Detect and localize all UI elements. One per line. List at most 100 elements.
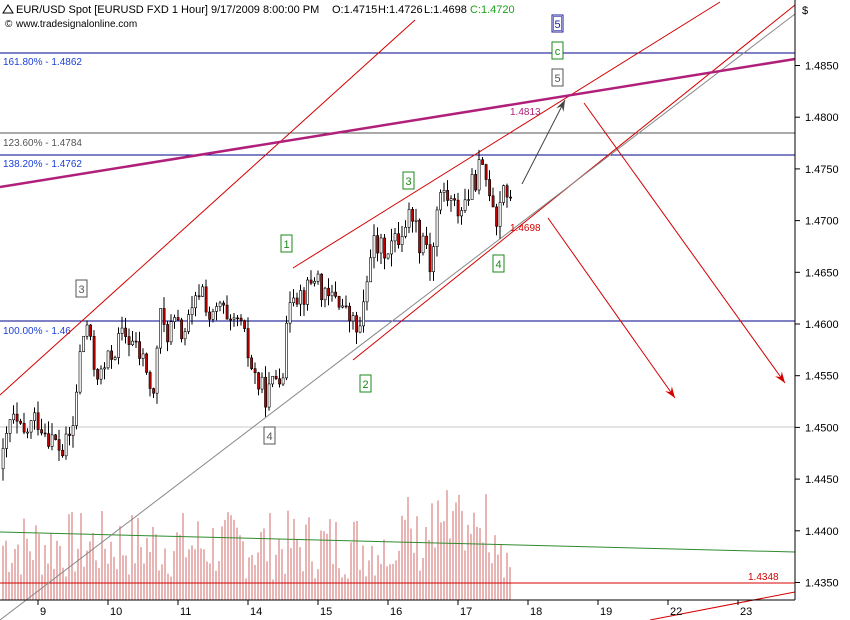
volume-bar — [50, 532, 52, 600]
volume-bar — [434, 547, 436, 600]
volume-bar — [116, 569, 118, 600]
volume-bar — [284, 573, 286, 600]
volume-bar — [32, 560, 34, 600]
volume-bar — [404, 519, 406, 600]
candle-body — [390, 240, 394, 255]
volume-bar — [368, 560, 370, 600]
volume-bar — [164, 548, 166, 600]
volume-bar — [317, 569, 319, 600]
wave-label-box — [280, 234, 293, 253]
candle-body — [418, 219, 422, 254]
candle-body — [145, 353, 149, 373]
volume-bar — [128, 574, 130, 600]
volume-bar — [110, 541, 112, 600]
wave-label-text: c — [555, 46, 561, 58]
volume-bar — [290, 548, 292, 600]
volume-bar — [431, 503, 433, 600]
candle-body — [456, 199, 460, 217]
volume-bar — [137, 518, 139, 600]
volume-bar — [479, 528, 481, 600]
candle-body — [166, 324, 170, 343]
volume-bar — [185, 557, 187, 600]
candle-body — [1, 448, 5, 470]
candle-body — [372, 235, 376, 259]
candle-body — [169, 321, 173, 343]
volume-bar — [17, 544, 19, 600]
candle-body — [239, 317, 243, 321]
volume-bar — [500, 543, 502, 600]
candles — [1, 149, 513, 481]
gray-up-arrow-head — [556, 100, 565, 112]
fib-levels: 161.80% - 1.4862 138.20% - 1.4762 123.60% … — [0, 52, 795, 584]
candle-body — [481, 159, 485, 165]
y-tick-label: 1.4700 — [805, 216, 839, 228]
wave-label-text: 4 — [266, 431, 272, 443]
volume-bar — [236, 527, 238, 600]
volume-bar — [419, 570, 421, 600]
volume-bar — [2, 545, 4, 600]
candle-body — [278, 378, 282, 385]
candle-body — [442, 190, 446, 193]
candle-body — [414, 219, 418, 222]
volume-bar — [437, 500, 439, 600]
candle-body — [425, 235, 429, 245]
volume-bar — [41, 574, 43, 600]
wave-label-box — [359, 374, 372, 393]
volume-bar — [176, 532, 178, 600]
candle-body — [61, 449, 65, 457]
volume-bar — [131, 515, 133, 600]
candle-body — [449, 198, 453, 201]
candle-body — [358, 325, 362, 333]
trend-lines — [0, 1, 796, 620]
candle-body — [29, 420, 33, 433]
volume-bar — [266, 561, 268, 600]
candle-body — [155, 347, 159, 394]
candle-body — [106, 350, 110, 369]
volume-bar — [371, 545, 373, 600]
volume-bar — [92, 532, 94, 600]
candle-body — [281, 377, 285, 385]
candle-body — [82, 335, 86, 352]
purple-trend-line — [0, 57, 796, 189]
candle-body — [446, 190, 450, 201]
volume-bar — [359, 569, 361, 600]
annotation-1-4813: 1.4813 — [510, 107, 541, 118]
volume-bar — [470, 533, 472, 600]
volume-bar — [191, 545, 193, 600]
volume-bar — [197, 521, 199, 600]
volume-bar — [167, 573, 169, 600]
y-tick-label: 1.4350 — [805, 578, 839, 590]
candle-body — [236, 317, 240, 320]
candle-body — [47, 433, 51, 447]
candle-body — [323, 287, 327, 301]
candle-body — [498, 202, 502, 227]
candle-body — [411, 209, 415, 222]
volume-bar — [188, 549, 190, 600]
candle-body — [222, 302, 226, 306]
volume-bar — [338, 568, 340, 600]
candle-body — [428, 244, 432, 273]
candle-body — [33, 412, 37, 421]
wave-label-box — [551, 14, 564, 33]
volume-bar — [272, 579, 274, 600]
candle-body — [194, 295, 198, 309]
volume-bar — [476, 526, 478, 600]
volume-bar — [101, 511, 103, 600]
volume-bar — [248, 557, 250, 600]
candle-body — [131, 340, 135, 345]
volume-bar — [53, 568, 55, 600]
candle-body — [341, 305, 345, 308]
expand-triangle-icon[interactable] — [2, 4, 14, 14]
ohlc-open: O:1.4715 — [332, 4, 377, 16]
candle-body — [397, 233, 401, 245]
volume-bar — [152, 526, 154, 600]
volume-bar — [263, 528, 265, 600]
volume-bar — [269, 513, 271, 600]
candle-body — [267, 383, 271, 408]
candle-body — [225, 304, 229, 320]
volume-bar — [305, 524, 307, 600]
candle-body — [187, 314, 191, 332]
volume-bar — [314, 578, 316, 600]
candle-body — [208, 311, 212, 320]
